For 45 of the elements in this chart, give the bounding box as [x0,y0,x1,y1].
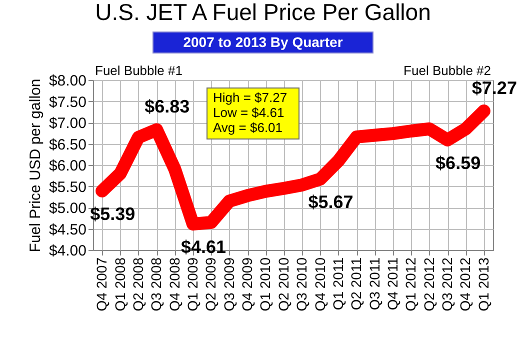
x-tick-label: Q2 2008 [130,257,146,312]
data-label: $7.27 [472,78,517,98]
x-tick-label: Q4 2011 [384,257,400,310]
y-tick-label: $4.00 [48,242,86,260]
text: Fuel Bubble #1 [95,63,182,78]
x-tick-label: Q4 2010 [312,257,328,312]
x-tick-label: Q1 2011 [330,257,346,310]
x-tick-label: Q3 2012 [439,257,456,312]
data-label: $4.61 [181,237,226,258]
x-tick-label: Q4 2008 [166,257,182,312]
y-tick-label: $8.00 [48,72,86,90]
y-tick-label: $6.50 [48,136,86,154]
y-tick-label: $4.50 [48,221,86,238]
chart-title: U.S. JET A Fuel Price Per Gallon [95,0,431,25]
data-label: $5.39 [90,204,136,224]
x-tick-label: Q3 2008 [148,257,164,312]
x-tick-label: Q1 2010 [257,257,274,312]
annotation: Avg = $6.01 [213,120,283,135]
x-tick-label: Q1 2008 [112,257,128,312]
x-tick-label: Q2 2011 [348,257,364,310]
data-label: $6.59 [436,152,481,173]
y-tick-label: $6.00 [48,158,86,174]
x-tick-label: Q2 2010 [275,257,292,312]
data-label: $5.67 [308,192,354,212]
y-tick-label: $5.00 [48,200,86,217]
x-tick-label: Q1 2009 [184,257,200,312]
x-tick-label: Q4 2009 [239,257,256,312]
y-tick-label: $7.00 [48,115,86,132]
chart-subtitle: 2007 to 2013 By Quarter [183,34,344,50]
x-tick-label: Q3 2009 [220,257,237,312]
x-tick-label: Q3 2011 [366,257,382,310]
annotation: High = $7.27 [213,90,288,105]
x-tick-label: Q2 2009 [202,257,219,312]
x-tick-label: Q3 2010 [294,257,310,312]
y-tick-label: $5.50 [48,178,86,196]
x-tick-label: Q1 2013 [475,257,492,312]
y-axis-title: Fuel Price USD per gallon [26,78,44,252]
text: Fuel Bubble #2 [404,63,491,78]
x-tick-label: Q4 2012 [457,257,474,312]
data-label: $6.83 [144,96,190,117]
x-tick-label: Q4 2007 [94,257,110,312]
x-tick-label: Q2 2012 [420,257,437,312]
annotation: Low = $4.61 [213,105,284,120]
x-tick-label: Q1 2012 [402,257,419,312]
y-tick-label: $7.50 [48,94,86,111]
